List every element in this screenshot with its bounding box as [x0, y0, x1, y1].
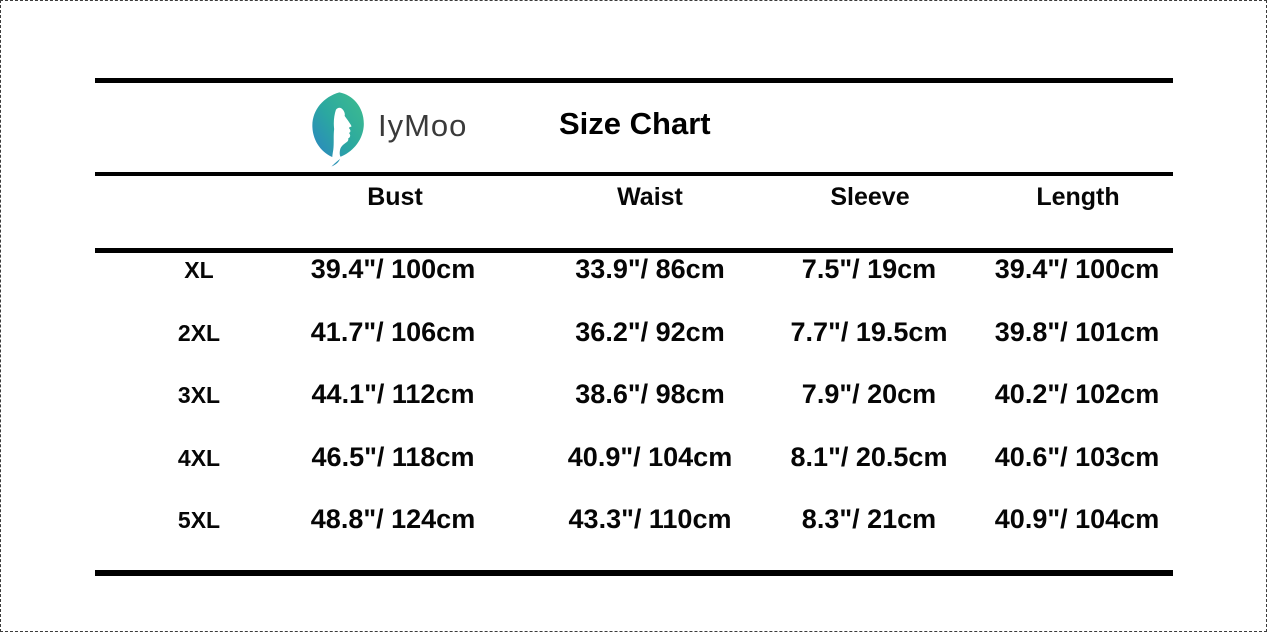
table-row-2xl: 2XL 41.7"/ 106cm 36.2"/ 92cm 7.7"/ 19.5c…: [95, 316, 1173, 379]
waist-cell: 33.9"/ 86cm: [575, 254, 725, 284]
header-bottom-rule: [95, 248, 1173, 253]
length-cell: 39.8"/ 101cm: [994, 316, 1160, 347]
waist-cell: 43.3"/ 110cm: [568, 504, 732, 534]
length-cell: 40.6"/ 103cm: [994, 441, 1160, 472]
bust-cell: 46.5"/ 118cm: [311, 441, 475, 472]
sleeve-cell: 8.1"/ 20.5cm: [790, 441, 948, 472]
column-header-bust: Bust: [367, 183, 423, 211]
bust-cell: 48.8"/ 124cm: [310, 504, 476, 534]
size-chart-table: XL 39.4"/ 100cm 33.9"/ 86cm 7.5"/ 19cm 3…: [95, 253, 1173, 571]
bust-cell: 44.1"/ 112cm: [311, 379, 475, 409]
brand-name: IyMoo: [378, 108, 468, 143]
size-cell: 3XL: [177, 382, 221, 408]
bottom-rule: [95, 570, 1173, 576]
length-cell: 39.4"/ 100cm: [994, 254, 1160, 284]
sleeve-cell: 8.3"/ 21cm: [801, 504, 937, 534]
column-header-length: Length: [1036, 183, 1120, 211]
column-header-sleeve: Sleeve: [830, 183, 910, 211]
waist-cell: 38.6"/ 98cm: [575, 379, 725, 409]
top-rule: [95, 78, 1173, 83]
sleeve-cell: 7.5"/ 19cm: [801, 254, 937, 284]
header-top-rule: [95, 172, 1173, 176]
length-cell: 40.2"/ 102cm: [994, 379, 1160, 409]
page-title: Size Chart: [559, 106, 711, 141]
waist-cell: 40.9"/ 104cm: [567, 441, 733, 472]
table-row-3xl: 3XL 44.1"/ 112cm 38.6"/ 98cm 7.9"/ 20cm …: [95, 378, 1173, 441]
sleeve-cell: 7.9"/ 20cm: [801, 379, 937, 409]
size-cell: XL: [184, 257, 214, 283]
table-header-row: Bust Waist Sleeve Length: [95, 176, 1173, 248]
size-cell: 5XL: [177, 507, 221, 533]
size-cell: 4XL: [177, 444, 221, 471]
column-header-waist: Waist: [617, 183, 683, 211]
sleeve-cell: 7.7"/ 19.5cm: [790, 316, 948, 347]
table-row-4xl: 4XL 46.5"/ 118cm 40.9"/ 104cm 8.1"/ 20.5…: [95, 441, 1173, 504]
leaf-face-icon: [312, 92, 364, 167]
table-row-xl: XL 39.4"/ 100cm 33.9"/ 86cm 7.5"/ 19cm 3…: [95, 253, 1173, 316]
bust-cell: 39.4"/ 100cm: [310, 254, 476, 284]
length-cell: 40.9"/ 104cm: [994, 504, 1160, 534]
waist-cell: 36.2"/ 92cm: [575, 316, 725, 347]
bust-cell: 41.7"/ 106cm: [310, 316, 476, 347]
size-cell: 2XL: [177, 319, 221, 346]
table-row-5xl: 5XL 48.8"/ 124cm 43.3"/ 110cm 8.3"/ 21cm…: [95, 503, 1173, 566]
